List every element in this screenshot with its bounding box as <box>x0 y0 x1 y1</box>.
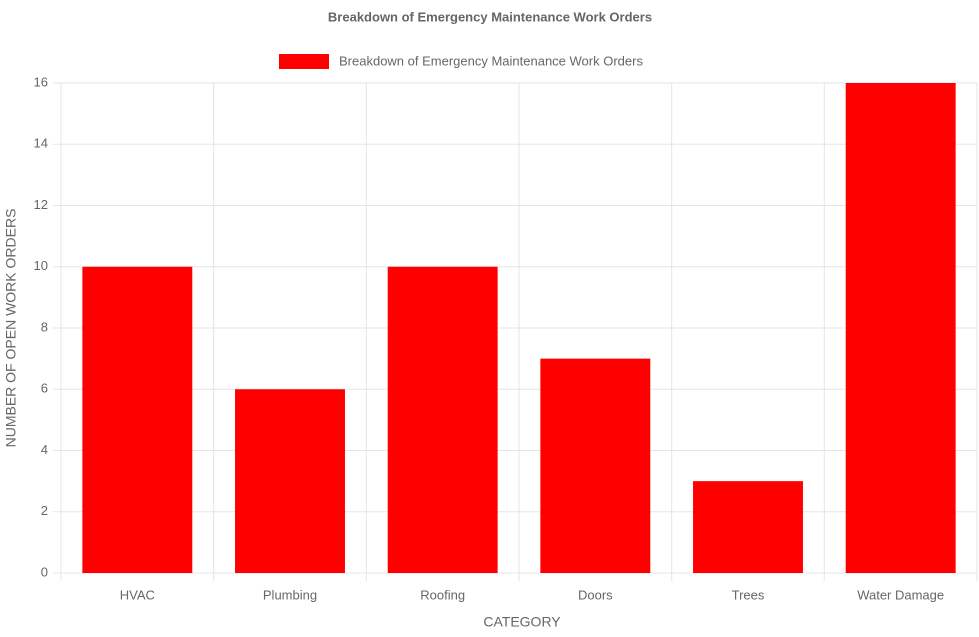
x-axis-label: CATEGORY <box>483 614 561 630</box>
y-tick-label: 10 <box>34 258 48 273</box>
x-tick-label: Water Damage <box>857 587 944 602</box>
chart-title: Breakdown of Emergency Maintenance Work … <box>328 9 652 24</box>
bar <box>387 266 498 573</box>
y-tick-label: 8 <box>41 319 48 334</box>
x-tick-label: Plumbing <box>263 587 317 602</box>
bar <box>845 83 956 573</box>
legend-label: Breakdown of Emergency Maintenance Work … <box>339 53 643 68</box>
bar <box>235 389 345 573</box>
x-tick-label: Trees <box>732 587 765 602</box>
y-axis-label: NUMBER OF OPEN WORK ORDERS <box>3 209 19 448</box>
y-tick-label: 16 <box>34 74 48 89</box>
x-tick-label: Roofing <box>420 587 465 602</box>
bar <box>693 481 803 573</box>
bar <box>82 266 193 573</box>
y-tick-label: 2 <box>41 503 48 518</box>
y-tick-label: 14 <box>34 136 48 151</box>
y-tick-label: 6 <box>41 381 48 396</box>
x-tick-label: HVAC <box>120 587 155 602</box>
y-tick-label: 4 <box>41 442 48 457</box>
x-tick-label: Doors <box>578 587 613 602</box>
y-tick-label: 0 <box>41 564 48 579</box>
y-tick-label: 12 <box>34 197 48 212</box>
legend-swatch <box>279 54 329 69</box>
bar <box>540 358 651 573</box>
